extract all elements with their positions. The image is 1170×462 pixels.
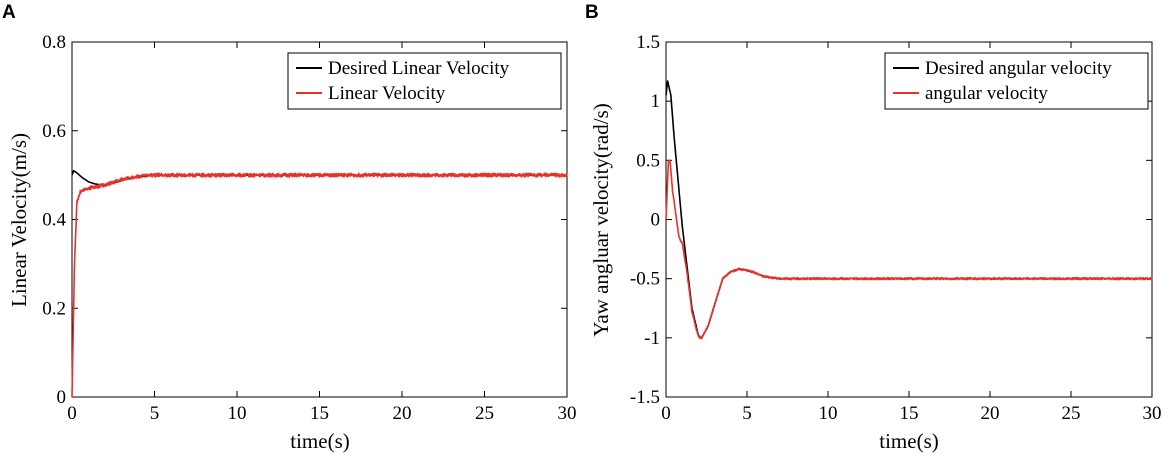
y-ticks-a: 0 0.2 0.4 0.6 0.8: [42, 32, 567, 408]
x-tick-label: 15: [310, 403, 329, 424]
x-ticks-b: 0 5 10 15 20 25 30: [661, 42, 1162, 424]
x-tick-label: 25: [475, 403, 494, 424]
x-tick-label: 20: [393, 403, 412, 424]
legend-label-desired-linear: Desired Linear Velocity: [328, 58, 510, 79]
x-tick-label: 20: [981, 403, 1000, 424]
y-tick-label: 1: [651, 91, 661, 112]
x-tick-label: 0: [67, 403, 77, 424]
legend-label-linear: Linear Velocity: [328, 83, 446, 104]
y-tick-label: 1.5: [636, 32, 660, 53]
y-tick-label: 0.6: [42, 121, 66, 142]
panel-b: B -1.5 -1 -0.5 0 0.5 1 1.5 0 5 10 15 20 25 30 time(s…: [585, 2, 1162, 453]
y-tick-label: 0: [57, 387, 67, 408]
panel-letter-a: A: [2, 2, 16, 23]
legend-label-desired-angular: Desired angular velocity: [925, 58, 1112, 79]
y-tick-label: 0.5: [636, 150, 660, 171]
series-line-desired-angular-velocity: [665, 80, 1153, 339]
x-tick-label: 10: [819, 403, 838, 424]
x-tick-label: 5: [742, 403, 752, 424]
legend-box-b: [884, 52, 1149, 110]
x-tick-label: 25: [1062, 403, 1081, 424]
x-tick-label: 10: [228, 403, 247, 424]
y-axis-label-a: Linear Velocity(m/s): [7, 133, 31, 307]
x-tick-label: 5: [150, 403, 160, 424]
x-tick-label: 15: [900, 403, 919, 424]
series-line-linear-velocity: [71, 172, 568, 398]
x-axis-label-a: time(s): [290, 429, 349, 453]
panel-letter-b: B: [585, 2, 599, 23]
x-axis-label-b: time(s): [879, 429, 938, 453]
panel-a: A 0 0.2 0.4 0.6 0.8 0 5 10 15 20 25 30 time(s) Lin…: [2, 2, 577, 453]
x-tick-label: 30: [1143, 403, 1162, 424]
legend-b: Desired angular velocity angular velocit…: [884, 52, 1149, 110]
legend-label-angular: angular velocity: [925, 83, 1048, 104]
series-lines-a: [71, 169, 568, 398]
series-lines-b: [665, 80, 1153, 340]
y-tick-label: -1: [644, 328, 660, 349]
y-tick-label: 0.8: [42, 32, 66, 53]
y-tick-label: -0.5: [630, 269, 660, 290]
y-ticks-b: -1.5 -1 -0.5 0 0.5 1 1.5: [630, 32, 1152, 408]
x-ticks-a: 0 5 10 15 20 25 30: [67, 42, 577, 424]
legend-a: Desired Linear Velocity Linear Velocity: [287, 52, 562, 110]
x-tick-label: 0: [661, 403, 671, 424]
y-tick-label: -1.5: [630, 387, 660, 408]
y-axis-label-b: Yaw angluar velocity(rad/s): [589, 103, 613, 336]
y-tick-label: 0: [651, 210, 661, 231]
legend-box-a: [287, 52, 562, 110]
x-tick-label: 30: [558, 403, 577, 424]
y-tick-label: 0.4: [42, 210, 66, 231]
series-line-angular-velocity: [665, 159, 1153, 340]
y-tick-label: 0.2: [42, 298, 66, 319]
